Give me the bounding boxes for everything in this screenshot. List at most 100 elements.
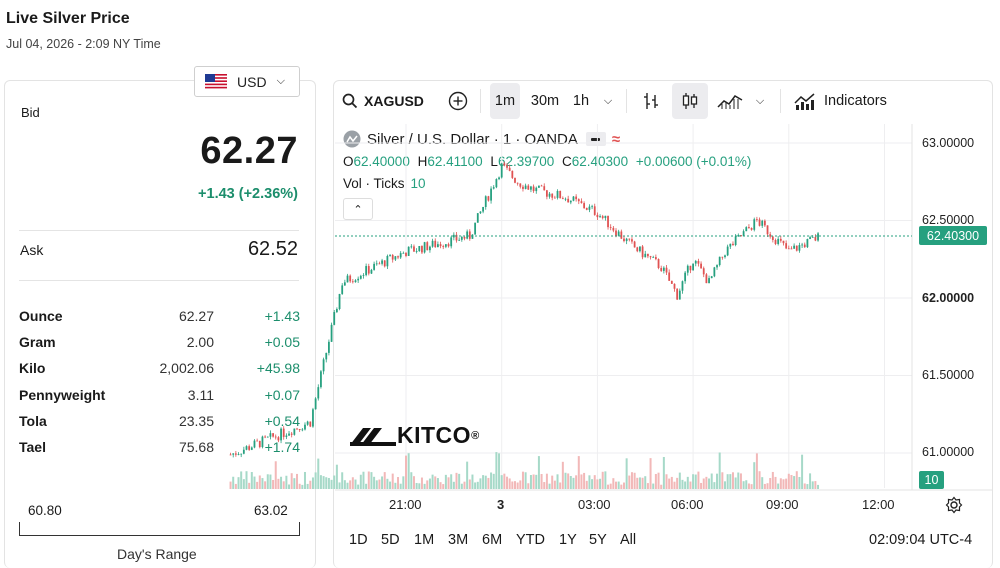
toolbar-divider: [480, 89, 481, 113]
volume-bar: [325, 477, 328, 489]
range-ytd[interactable]: YTD: [516, 532, 545, 548]
interval-dropdown[interactable]: ⌵: [600, 83, 616, 119]
unit-change: +0.07: [264, 386, 300, 403]
chevron-down-icon: ⌵: [755, 94, 765, 107]
range-3m[interactable]: 3M: [448, 532, 469, 548]
y-tick-label: 63.00000: [922, 136, 975, 150]
volume-bar: [319, 475, 322, 489]
table-row: Tael 75.68 +1.74: [19, 437, 301, 463]
chevron-down-icon: ⌵: [603, 94, 613, 107]
bid-change: +1.43 (+2.36%): [198, 186, 298, 202]
range-label: Day's Range: [117, 546, 197, 562]
candles-icon: [682, 93, 698, 109]
kitco-logo: KITCO ®: [349, 422, 480, 449]
table-row: Gram 2.00 +0.05: [19, 332, 301, 358]
bid-label: Bid: [21, 105, 40, 120]
bid-price: 62.27: [200, 130, 298, 172]
volume-value: 10: [410, 176, 426, 191]
candle-body: [325, 352, 328, 360]
indicators-label: Indicators: [824, 93, 887, 109]
kitco-logo-icon: [350, 427, 396, 446]
silver-symbol-icon: [343, 130, 361, 148]
y-tick-label: 61.00000: [922, 445, 975, 459]
range-1d[interactable]: 1D: [349, 532, 368, 548]
delay-indicator-icon: ≈: [611, 130, 621, 148]
range-5y[interactable]: 5Y: [589, 532, 607, 548]
interval-1h[interactable]: 1h: [572, 93, 590, 109]
collapse-legend-button[interactable]: ⌃: [343, 198, 373, 220]
ohlc-readout: O62.40000 H62.41100 L62.39700 C62.40300 …: [343, 154, 751, 169]
currency-label: USD: [237, 73, 267, 90]
change-value: +0.00600 (+0.01%): [635, 154, 752, 169]
symbol-label: XAGUSD: [364, 93, 424, 109]
last-price-tag: 62.40300: [919, 226, 987, 245]
indicators-icon: [794, 93, 815, 110]
chevron-up-icon: ⌃: [353, 203, 363, 216]
candle-body: [320, 371, 322, 388]
ask-price: 62.52: [247, 238, 298, 260]
range-low: 60.80: [28, 503, 62, 518]
chart-style-dropdown[interactable]: ⌵: [752, 83, 768, 119]
compare-button[interactable]: [446, 83, 470, 119]
x-tick-label: 21:00: [389, 497, 422, 512]
chart-clock: 02:09:04 UTC-4: [869, 532, 973, 548]
range-all[interactable]: All: [620, 532, 637, 548]
unit-value: 3.11: [187, 386, 214, 403]
y-tick-label: 62.00000: [922, 291, 975, 305]
minus-icon[interactable]: [585, 132, 606, 146]
range-1m[interactable]: 1M: [414, 532, 435, 548]
us-flag-icon: [205, 74, 227, 89]
candle-body: [317, 387, 320, 399]
chart-toolbar: XAGUSD 1m 30m 1h ⌵ ⌵ Indicators: [334, 83, 992, 119]
range-6m[interactable]: 6M: [482, 532, 503, 548]
unit-value: 2.00: [186, 334, 214, 351]
candle-style-button[interactable]: [672, 83, 708, 119]
unit-name: Gram: [19, 334, 56, 351]
interval-1m[interactable]: 1m: [490, 83, 520, 119]
quote-card: [4, 80, 316, 568]
range-bar: [19, 522, 300, 536]
chevron-down-icon: ⌵: [276, 75, 285, 87]
plus-circle-icon: [448, 91, 468, 111]
interval-30m[interactable]: 30m: [530, 93, 560, 109]
volume-bar: [327, 477, 330, 489]
page-timestamp: Jul 04, 2026 - 2:09 NY Time: [6, 37, 161, 51]
volume-label: Vol · Ticks: [343, 176, 405, 191]
range-5d[interactable]: 5D: [381, 532, 400, 548]
unit-change: +0.05: [264, 334, 300, 351]
low-value: 62.39700: [497, 154, 555, 169]
volume-bar: [322, 476, 325, 489]
open-value: 62.40000: [353, 154, 410, 169]
unit-name: Kilo: [19, 360, 46, 377]
high-value: 62.41100: [427, 154, 483, 169]
volume-readout: Vol · Ticks 10: [343, 176, 426, 191]
close-label: C: [562, 154, 572, 169]
unit-price-table: Ounce 62.27 +1.43 Gram 2.00 +0.05 Kilo 2…: [19, 306, 301, 463]
unit-name: Pennyweight: [19, 386, 106, 403]
settings-icon[interactable]: [945, 496, 963, 514]
last-volume-tag: 10: [919, 471, 944, 489]
symbol-search[interactable]: XAGUSD: [342, 83, 432, 119]
low-label: L: [490, 154, 498, 169]
unit-change: +0.54: [264, 412, 300, 429]
kitco-wordmark: KITCO: [397, 422, 472, 448]
series-title-label: Silver / U.S. Dollar · 1 · OANDA: [367, 130, 578, 148]
area-style-button[interactable]: [716, 83, 744, 119]
range-1y[interactable]: 1Y: [559, 532, 577, 548]
unit-change: +45.98: [256, 360, 300, 377]
bars-icon: [644, 93, 658, 109]
x-tick-label: 06:00: [671, 497, 704, 512]
y-tick-label: 61.50000: [922, 368, 975, 382]
unit-change: +1.74: [264, 438, 300, 455]
indicators-button[interactable]: Indicators: [794, 83, 894, 119]
table-row: Pennyweight 3.11 +0.07: [19, 385, 301, 411]
high-label: H: [417, 154, 428, 169]
unit-value: 2,002.06: [159, 360, 215, 377]
candle-body: [322, 359, 325, 372]
toolbar-divider: [780, 89, 781, 113]
unit-value: 23.35: [178, 412, 214, 429]
ask-label: Ask: [20, 242, 44, 258]
bar-style-button[interactable]: [640, 83, 662, 119]
volume-bar: [317, 458, 320, 489]
currency-dropdown[interactable]: USD ⌵: [194, 66, 300, 97]
